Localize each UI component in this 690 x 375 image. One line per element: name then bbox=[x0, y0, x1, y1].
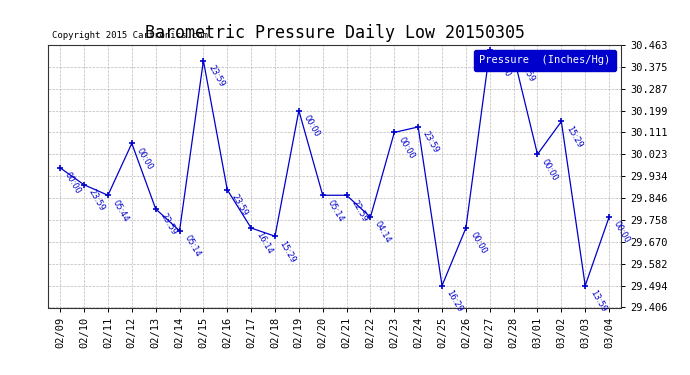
Text: Copyright 2015 Cartronics.com: Copyright 2015 Cartronics.com bbox=[52, 30, 208, 39]
Text: 00:00: 00:00 bbox=[302, 113, 322, 138]
Text: 00:00: 00:00 bbox=[135, 146, 155, 171]
Text: 00:00: 00:00 bbox=[469, 231, 489, 256]
Text: 23:59: 23:59 bbox=[206, 63, 226, 88]
Text: 23:59: 23:59 bbox=[159, 211, 178, 237]
Text: 23:59: 23:59 bbox=[516, 59, 536, 84]
Text: 05:14: 05:14 bbox=[182, 234, 202, 259]
Text: 16:29: 16:29 bbox=[445, 288, 464, 314]
Text: 15:29: 15:29 bbox=[564, 124, 584, 149]
Text: 00:00: 00:00 bbox=[612, 220, 631, 245]
Text: 16:14: 16:14 bbox=[254, 231, 274, 256]
Text: 15:29: 15:29 bbox=[278, 239, 297, 264]
Legend: Pressure  (Inches/Hg): Pressure (Inches/Hg) bbox=[474, 50, 615, 70]
Text: 04:14: 04:14 bbox=[373, 220, 393, 245]
Text: 23:59: 23:59 bbox=[421, 130, 441, 155]
Text: 00:00: 00:00 bbox=[493, 53, 512, 78]
Text: 23:59: 23:59 bbox=[230, 193, 250, 218]
Text: 23:59: 23:59 bbox=[87, 188, 106, 213]
Text: 00:00: 00:00 bbox=[63, 171, 83, 196]
Text: 22:59: 22:59 bbox=[349, 198, 369, 223]
Text: 13:59: 13:59 bbox=[588, 288, 608, 314]
Text: 05:14: 05:14 bbox=[326, 198, 345, 223]
Title: Barometric Pressure Daily Low 20150305: Barometric Pressure Daily Low 20150305 bbox=[145, 24, 524, 42]
Text: 00:00: 00:00 bbox=[397, 135, 417, 160]
Text: 05:44: 05:44 bbox=[110, 198, 130, 223]
Text: 00:00: 00:00 bbox=[540, 157, 560, 182]
